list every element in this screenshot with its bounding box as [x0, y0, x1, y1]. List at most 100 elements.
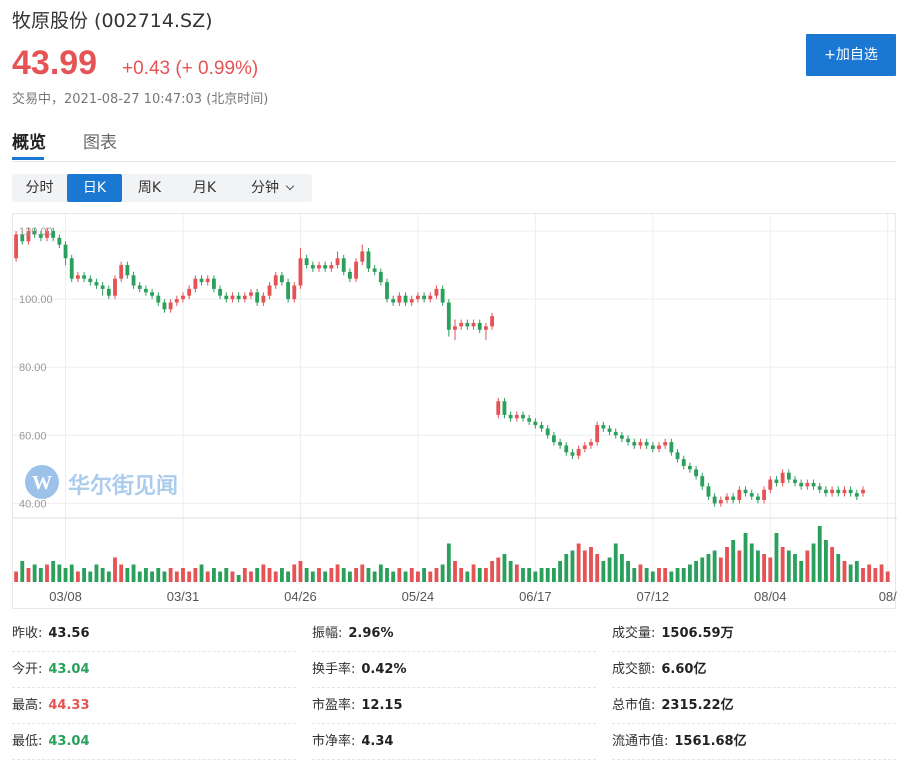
stat-item: 振幅: 2.96%: [312, 616, 596, 652]
candle-body: [619, 435, 624, 439]
candle-body: [675, 452, 680, 460]
stat-value: 6.60亿: [661, 662, 707, 677]
volume-bar: [502, 554, 507, 582]
price-change: +0.43 (+ 0.99%): [122, 58, 259, 79]
volume-bar: [607, 557, 612, 582]
candle-body: [162, 302, 167, 310]
candle-body: [589, 442, 593, 446]
kline-chart[interactable]: 120.00 100.00 80.00 60.00 40.00 03/08 03/31 04/…: [12, 213, 897, 609]
stat-label: 今开:: [12, 662, 43, 677]
volume-bar: [768, 557, 773, 582]
y-tick-label: 80.00: [19, 362, 47, 374]
candle-body: [607, 428, 612, 432]
period-minute-dropdown[interactable]: 分钟: [232, 174, 312, 202]
stat-label: 换手率:: [312, 662, 356, 677]
candle-body: [663, 442, 668, 446]
candle-body: [490, 316, 495, 327]
volume-bar: [366, 568, 371, 582]
volume-bar: [743, 533, 748, 582]
volume-bar: [428, 571, 433, 582]
volume-bar: [650, 571, 655, 582]
volume-bar: [725, 547, 729, 582]
candle-body: [638, 442, 643, 446]
candle-body: [150, 292, 155, 296]
candle-body: [261, 295, 266, 303]
period-weekly[interactable]: 周K: [137, 180, 162, 196]
volume-bar: [156, 568, 161, 582]
volume-bar: [125, 568, 130, 582]
candle-body: [502, 401, 507, 415]
volume-bar: [279, 568, 284, 582]
candle-body: [861, 489, 865, 494]
volume-bar: [786, 550, 791, 582]
volume-bar: [731, 540, 736, 582]
candle-body: [731, 496, 736, 500]
volume-bar: [409, 568, 414, 582]
volume-bar: [224, 568, 229, 582]
candle-body: [687, 465, 692, 470]
kline-svg: 120.00 100.00 80.00 60.00 40.00 03/08 03/31 04/…: [13, 214, 897, 604]
volume-bar: [273, 571, 278, 582]
candle-body: [45, 231, 49, 238]
volume-bar: [150, 571, 155, 582]
candle-body: [508, 414, 513, 419]
stat-label: 最高:: [12, 698, 43, 713]
volume-bar: [106, 571, 111, 582]
volume-bar: [471, 564, 476, 582]
candle-body: [700, 476, 705, 487]
volume-bar: [286, 571, 291, 582]
candle-body: [793, 479, 797, 483]
candle-body: [51, 231, 56, 238]
volume-bar: [811, 543, 816, 582]
volume-bar: [644, 568, 649, 582]
volume-bar: [63, 568, 68, 582]
candle-body: [211, 278, 216, 289]
volume-bar: [267, 568, 272, 582]
volume-bar: [681, 568, 686, 582]
candle-body: [496, 401, 501, 415]
candle-body: [786, 472, 791, 480]
stat-item: 换手率: 0.42%: [312, 652, 596, 688]
candle-body: [440, 288, 445, 303]
volume-bar: [94, 564, 99, 582]
volume-bar: [255, 568, 260, 582]
candle-body: [242, 295, 247, 300]
tab-overview[interactable]: 概览: [12, 133, 46, 153]
volume-bar: [397, 568, 402, 582]
candle-body: [385, 282, 389, 300]
last-price: 43.99: [12, 44, 98, 82]
add-watchlist-button[interactable]: +加自选: [806, 34, 896, 76]
candle-body: [113, 278, 117, 296]
volume-bar: [205, 571, 210, 582]
candle-body: [774, 479, 779, 483]
volume-bar: [218, 571, 223, 582]
candle-body: [168, 302, 173, 310]
stat-value: 2315.22亿: [661, 698, 734, 713]
candle-body: [422, 295, 427, 300]
tab-chart[interactable]: 图表: [83, 133, 117, 153]
candle-body: [558, 442, 563, 446]
volume-bar: [465, 571, 470, 582]
stat-value: 43.04: [48, 734, 90, 749]
candle-body: [391, 299, 396, 303]
volume-bar: [527, 568, 532, 582]
candle-body: [75, 275, 80, 279]
volume-bar: [211, 568, 216, 582]
volume-bar: [261, 564, 266, 582]
volume-bar: [805, 550, 810, 582]
y-tick-label: 100.00: [19, 294, 53, 306]
candle-body: [836, 489, 841, 494]
period-daily[interactable]: 日K: [67, 174, 122, 202]
volume-bar: [613, 543, 618, 582]
candle-body: [830, 489, 835, 494]
volume-bar: [317, 568, 321, 582]
candle-body: [521, 414, 525, 419]
period-monthly[interactable]: 月K: [192, 180, 217, 196]
volume-bar: [249, 571, 253, 582]
stat-value: 4.34: [361, 734, 394, 749]
candle-body: [595, 425, 600, 443]
candle-body: [533, 421, 538, 426]
volume-bar: [415, 571, 420, 582]
period-intraday[interactable]: 分时: [25, 180, 54, 196]
volume-bar: [817, 526, 822, 582]
